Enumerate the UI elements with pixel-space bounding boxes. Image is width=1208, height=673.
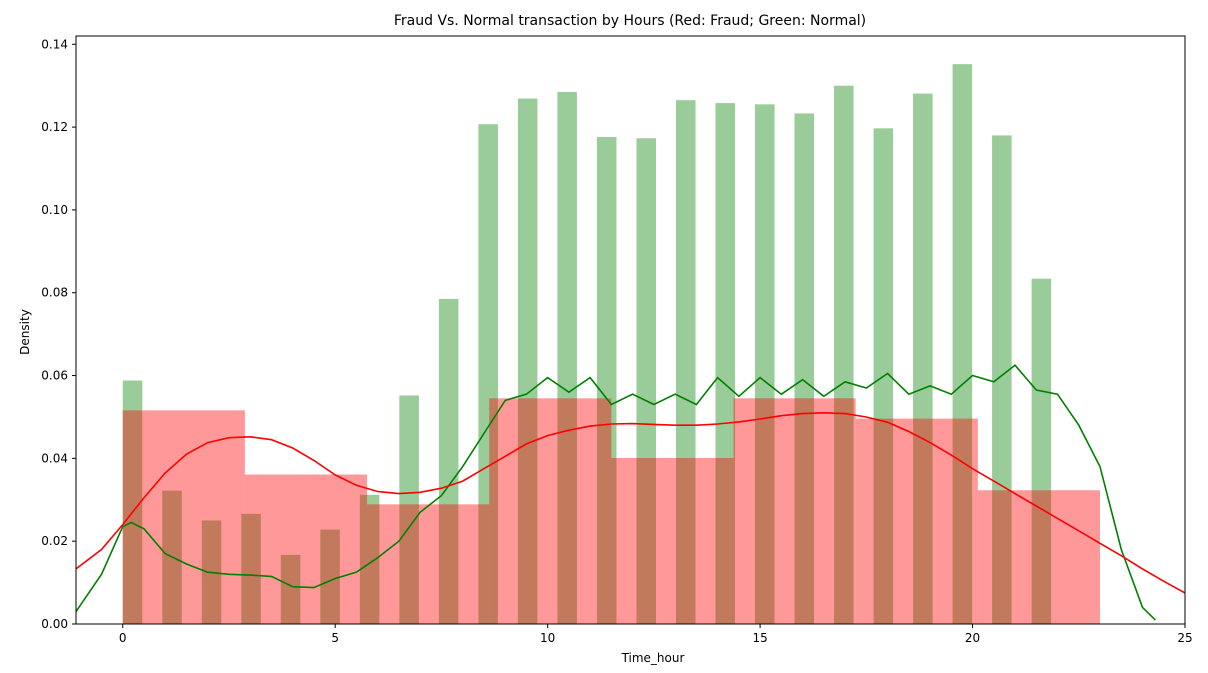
x-tick-label: 15: [752, 631, 767, 645]
y-tick-label: 0.14: [41, 37, 68, 51]
normal-bar: [834, 85, 854, 625]
normal-bar: [952, 64, 973, 625]
y-tick-label: 0.00: [41, 617, 68, 631]
normal-bar: [517, 98, 538, 625]
normal-bar: [754, 104, 775, 624]
plot-frame: [75, 35, 1186, 625]
x-tick-label: 10: [540, 631, 555, 645]
normal-bar: [359, 494, 380, 624]
x-tick-label: 5: [331, 631, 339, 645]
y-tick-label: 0.12: [41, 120, 68, 134]
y-tick-label: 0.02: [41, 534, 68, 548]
normal-bar: [438, 298, 459, 624]
normal-bar: [557, 91, 577, 624]
normal-bar: [913, 93, 933, 625]
y-tick-label: 0.10: [41, 203, 68, 217]
normal-bar: [122, 380, 143, 624]
normal-bar: [280, 554, 301, 624]
chart-title: Fraud Vs. Normal transaction by Hours (R…: [394, 13, 866, 29]
fraud-bar: [244, 474, 368, 624]
kde-lines: [75, 364, 1186, 621]
fraud-bar: [367, 504, 490, 624]
normal-kde-line: [75, 364, 1156, 621]
fraud-bars: [122, 398, 1101, 624]
y-axis-label: Density: [18, 309, 32, 355]
fraud-kde-line: [75, 411, 1186, 594]
normal-bar: [596, 137, 617, 624]
normal-bars: [122, 64, 1052, 625]
axes: 0 5 10 15 20 25 0.00 0.02 0.04 0.06 0.08 0.10 0.12 0.…: [41, 35, 1193, 645]
fraud-bar: [855, 418, 978, 624]
fraud-bar: [611, 457, 734, 624]
x-tick-label: 25: [1177, 631, 1192, 645]
normal-bar: [399, 395, 419, 624]
normal-bar: [241, 513, 261, 624]
normal-bar: [320, 529, 340, 624]
y-tick-label: 0.06: [41, 369, 68, 383]
x-tick-label: 0: [119, 631, 127, 645]
x-axis-label: Time_hour: [621, 651, 685, 665]
fraud-bar: [489, 398, 612, 624]
normal-bar: [478, 124, 498, 624]
normal-bar: [636, 138, 656, 624]
y-tick-label: 0.08: [41, 286, 68, 300]
y-tick-label: 0.04: [41, 451, 68, 465]
normal-bar: [1031, 278, 1052, 624]
normal-bar: [794, 113, 815, 624]
fraud-bar: [977, 490, 1101, 624]
x-tick-label: 20: [965, 631, 980, 645]
fraud-bar: [122, 410, 245, 624]
normal-bar: [715, 103, 736, 625]
normal-bar: [992, 135, 1012, 624]
normal-bar: [675, 100, 696, 624]
fraud-bar: [733, 398, 856, 624]
